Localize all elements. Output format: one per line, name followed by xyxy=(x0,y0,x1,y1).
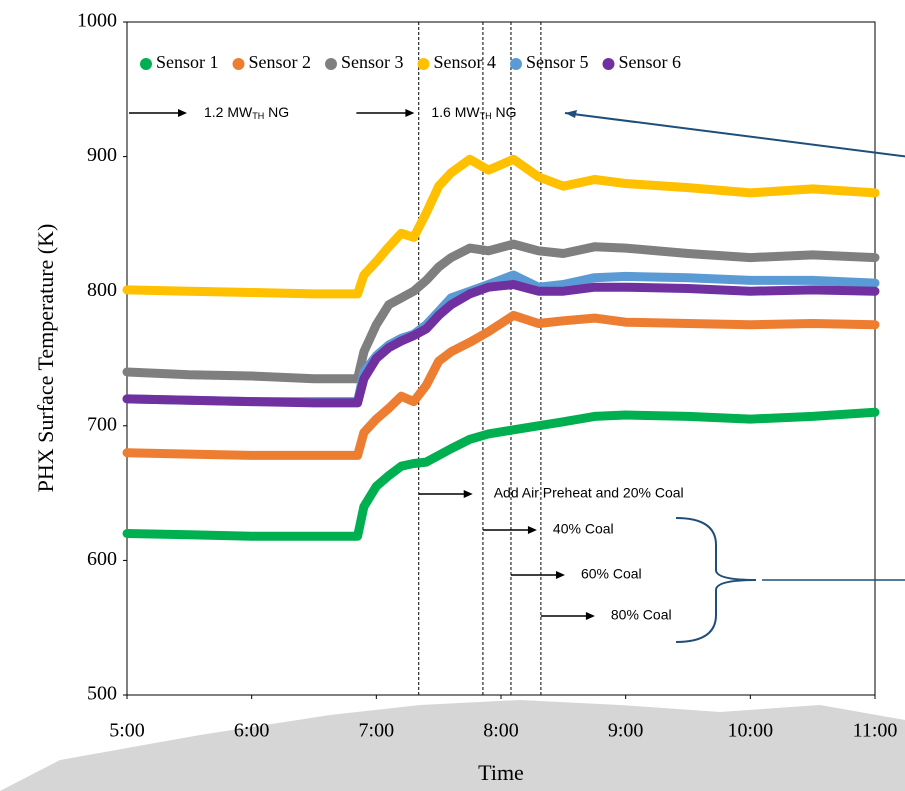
pointer-head xyxy=(565,110,577,118)
event-arrow-head xyxy=(527,526,537,534)
series-line xyxy=(122,407,880,541)
event-arrow-head xyxy=(463,490,473,498)
series-line xyxy=(122,280,880,408)
series-line xyxy=(122,154,880,299)
event-label: Add Air Preheat and 20% Coal xyxy=(494,485,684,501)
legend-label: Sensor 2 xyxy=(249,52,312,72)
y-tick-label: 600 xyxy=(87,548,117,570)
legend-label: Sensor 4 xyxy=(434,52,497,72)
series-line xyxy=(122,239,880,384)
pointer-line xyxy=(564,112,905,158)
legend-label: Sensor 5 xyxy=(526,52,589,72)
event-arrow-head xyxy=(555,571,565,579)
legend-marker xyxy=(602,58,615,70)
y-tick-label: 1000 xyxy=(77,10,117,32)
event-label: 80% Coal xyxy=(611,607,672,623)
x-tick-label: 7:00 xyxy=(359,720,395,742)
legend-marker xyxy=(417,58,430,70)
bracket xyxy=(675,517,757,643)
y-axis-title: PHX Surface Temperature (K) xyxy=(33,224,58,493)
y-tick-label: 800 xyxy=(87,279,117,301)
x-tick-label: 10:00 xyxy=(728,720,774,742)
fuel-label: 1.6 MWTH NG xyxy=(431,104,516,122)
legend-marker xyxy=(232,58,245,70)
x-tick-label: 6:00 xyxy=(234,720,270,742)
x-tick-label: 8:00 xyxy=(483,720,519,742)
x-tick-label: 5:00 xyxy=(109,720,145,742)
legend-label: Sensor 6 xyxy=(619,52,682,72)
x-axis-title: Time xyxy=(478,760,524,785)
fuel-arrow-head xyxy=(405,109,415,117)
fuel-label-suffix: NG xyxy=(492,104,517,120)
x-tick-label: 11:00 xyxy=(853,720,898,742)
event-label: 40% Coal xyxy=(553,521,614,537)
y-tick-label: 900 xyxy=(87,144,117,166)
plot-area xyxy=(126,21,876,696)
fuel-label-text: 1.2 MW xyxy=(204,104,253,120)
background-hill xyxy=(0,700,905,791)
fuel-label: 1.2 MWTH NG xyxy=(204,104,289,122)
y-tick-label: 700 xyxy=(87,413,117,435)
series-line xyxy=(122,310,880,460)
x-tick-label: 9:00 xyxy=(608,720,644,742)
legend-label: Sensor 3 xyxy=(341,52,404,72)
event-label: 60% Coal xyxy=(581,566,642,582)
legend-marker xyxy=(140,58,152,70)
fuel-label-suffix: NG xyxy=(264,104,289,120)
y-tick-label: 500 xyxy=(87,683,117,705)
legend-label: Sensor 1 xyxy=(156,52,219,72)
fuel-label-sub: TH xyxy=(252,111,264,121)
fuel-label-text: 1.6 MW xyxy=(431,104,480,120)
fuel-arrow-head xyxy=(178,109,187,117)
event-arrow-head xyxy=(585,612,595,620)
fuel-label-sub: TH xyxy=(480,111,492,121)
legend-marker xyxy=(325,58,337,70)
legend-marker xyxy=(510,58,522,70)
